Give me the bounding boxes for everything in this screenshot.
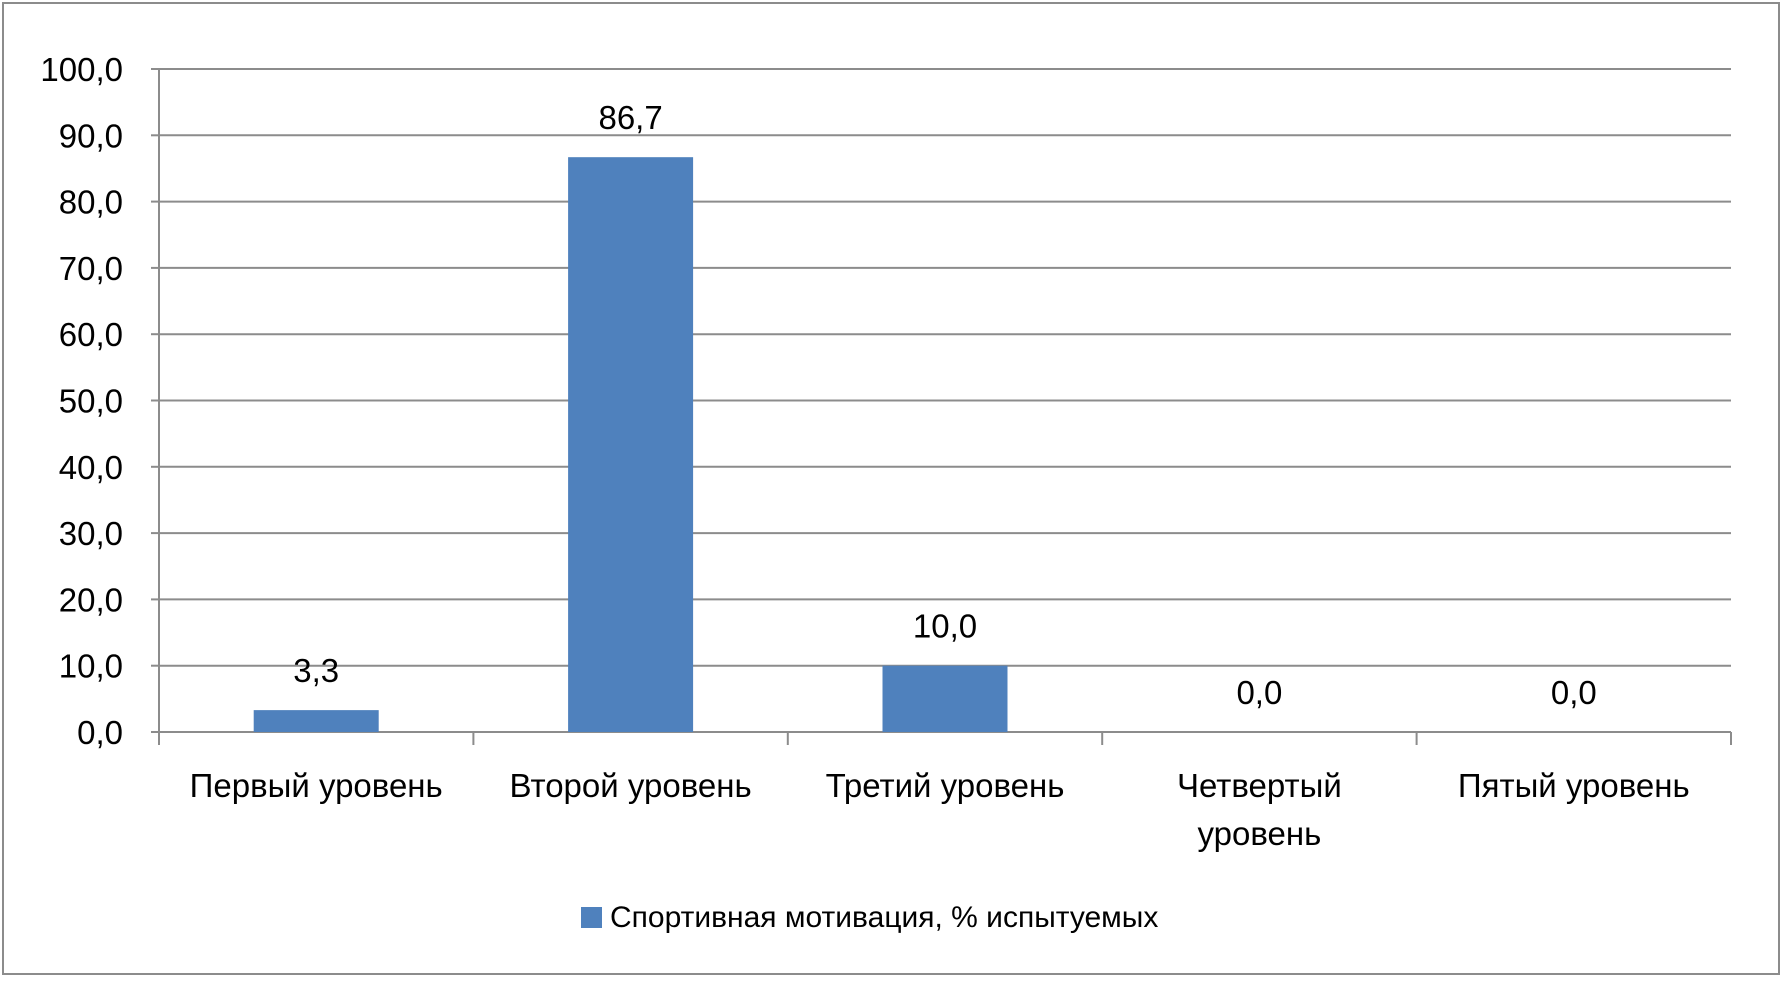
- gridlines: [159, 68, 1731, 667]
- y-tick-label: 70,0: [59, 250, 123, 287]
- y-tick-label: 10,0: [59, 648, 123, 685]
- category-label: Второй уровень: [510, 767, 752, 804]
- legend-swatch: [581, 907, 602, 928]
- data-label: 3,3: [293, 652, 339, 689]
- bar: [568, 157, 694, 732]
- category-label: уровень: [1198, 815, 1322, 852]
- data-label: 0,0: [1236, 674, 1282, 711]
- y-tick-label: 30,0: [59, 515, 123, 552]
- legend: Спортивная мотивация, % испытуемых: [581, 901, 1158, 934]
- bar: [882, 665, 1008, 732]
- data-labels: 3,3 86,7 10,0 0,0 0,0: [293, 99, 1596, 711]
- data-label: 0,0: [1551, 674, 1597, 711]
- category-label: Первый уровень: [190, 767, 443, 804]
- y-tick-label: 100,0: [40, 51, 123, 88]
- bar: [253, 710, 379, 732]
- y-tick-label: 50,0: [59, 383, 123, 420]
- category-label: Пятый уровень: [1458, 767, 1690, 804]
- y-tick-label: 80,0: [59, 184, 123, 221]
- data-label: 86,7: [598, 99, 662, 136]
- category-label: Третий уровень: [826, 767, 1065, 804]
- y-tick-label: 60,0: [59, 316, 123, 353]
- y-tick-label: 0,0: [77, 714, 123, 751]
- y-tick-label: 20,0: [59, 581, 123, 618]
- legend-label: Спортивная мотивация, % испытуемых: [610, 901, 1158, 934]
- category-label: Четвертый: [1177, 767, 1342, 804]
- data-label: 10,0: [913, 608, 977, 645]
- y-tick-label: 90,0: [59, 117, 123, 154]
- y-tick-label: 40,0: [59, 449, 123, 486]
- bars: [253, 157, 1008, 732]
- y-tick-labels: 0,0 10,0 20,0 30,0 40,0 50,0 60,0 70,0 80,0 90,0 1…: [40, 51, 123, 751]
- category-labels: Первый уровень Второй уровень Третий урове…: [190, 767, 1690, 852]
